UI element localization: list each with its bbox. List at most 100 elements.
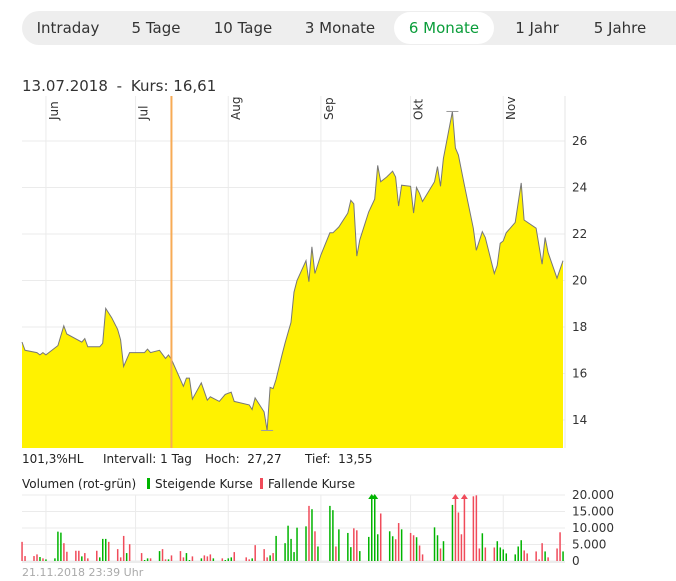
volume-bar — [96, 550, 98, 561]
volume-overflow-arrow-icon — [451, 494, 459, 499]
volume-bar — [454, 495, 457, 561]
volume-bar — [314, 531, 316, 561]
volume-bar — [254, 545, 256, 561]
month-label: Sep — [322, 97, 336, 120]
tab-6-monate[interactable]: 6 Monate — [394, 12, 494, 44]
volume-bar — [562, 551, 564, 561]
volume-bar — [484, 547, 487, 561]
volume-bar — [107, 541, 110, 561]
volume-bar — [526, 553, 528, 561]
month-label: Jul — [137, 106, 151, 121]
volume-bar — [520, 540, 522, 561]
volume-bar — [451, 504, 454, 561]
volume-bar — [230, 557, 233, 561]
volume-bar — [24, 556, 26, 561]
volume-bar — [409, 532, 412, 561]
volume-bar — [433, 527, 436, 561]
legend-up: Steigende Kurse — [147, 477, 253, 491]
volume-bar — [502, 549, 505, 561]
volume-bar — [158, 551, 161, 561]
period-tab-bar: Intraday 5 Tage 10 Tage 3 Monate 6 Monat… — [22, 11, 676, 45]
volume-bar — [412, 535, 415, 561]
volume-bar — [311, 509, 313, 561]
tab-5-jahre[interactable]: 5 Jahre — [593, 19, 647, 37]
price-tick-label: 26 — [572, 134, 587, 148]
volume-bar — [347, 532, 349, 561]
timestamp: 21.11.2018 23:39 Uhr — [22, 566, 144, 579]
volume-bar — [457, 512, 460, 561]
volume-bar — [164, 559, 167, 561]
tab-3-monate[interactable]: 3 Monate — [304, 19, 376, 37]
month-label: Nov — [504, 97, 518, 120]
volume-bar — [472, 496, 475, 561]
volume-bar — [284, 543, 286, 561]
price-area — [22, 111, 563, 448]
volume-bar — [143, 560, 146, 561]
readout-kurs-label: Kurs: — [130, 77, 169, 95]
readout-date: 13.07.2018 — [22, 77, 108, 95]
volume-bar — [538, 559, 540, 561]
volume-bar — [212, 558, 215, 561]
tab-5-tage[interactable]: 5 Tage — [131, 19, 181, 37]
low-stat: Tief: 13,55 — [305, 452, 373, 466]
volume-bar — [203, 555, 206, 561]
hl-percent: 101,3%HL — [22, 452, 84, 466]
volume-bar — [359, 551, 361, 561]
volume-bar — [99, 557, 101, 561]
volume-bar — [439, 548, 442, 561]
volume-bar — [293, 552, 295, 561]
volume-bar — [496, 541, 499, 561]
volume-bar — [128, 544, 131, 561]
volume-bar — [350, 547, 352, 561]
month-label: Okt — [412, 99, 426, 120]
volume-bar — [224, 560, 227, 561]
volume-bar — [475, 495, 478, 561]
volume-bar — [517, 546, 519, 561]
volume-bar — [388, 531, 391, 561]
price-tick-label: 24 — [572, 181, 587, 195]
volume-bar — [397, 523, 400, 561]
volume-bar — [45, 559, 47, 561]
volume-bar — [493, 547, 496, 561]
volume-bar — [63, 543, 65, 561]
tab-1-jahr[interactable]: 1 Jahr — [515, 19, 559, 37]
tab-intraday[interactable]: Intraday — [36, 19, 100, 37]
volume-bar — [104, 538, 107, 561]
volume-bar — [54, 558, 56, 561]
volume-bar — [547, 557, 549, 561]
volume-bar — [221, 558, 224, 561]
volume-bar — [149, 558, 152, 561]
price-line — [21, 111, 564, 431]
volume-baseline — [22, 561, 565, 563]
volume-bar — [233, 552, 236, 561]
volume-bar — [275, 535, 277, 561]
high-stat: Hoch: 27,27 — [205, 452, 282, 466]
volume-bar — [329, 505, 331, 561]
low-value: 13,55 — [338, 452, 373, 466]
volume-bar — [81, 556, 83, 561]
interval-label: Intervall: 1 Tag — [103, 452, 192, 466]
volume-bar — [514, 554, 516, 561]
volume-bar — [227, 558, 230, 561]
tab-10-tage[interactable]: 10 Tage — [213, 19, 273, 37]
readout-separator: - — [116, 77, 123, 95]
volume-bar — [394, 539, 397, 561]
volume-tick-label: 5.000 — [572, 538, 606, 552]
volume-tick-label: 20.000 — [572, 488, 614, 502]
volume-bar — [170, 555, 173, 561]
volume-bar — [541, 543, 543, 561]
volume-bar — [308, 505, 310, 561]
volume-bar — [182, 557, 185, 561]
volume-bar — [245, 557, 247, 561]
volume-bar — [379, 513, 382, 561]
high-label: Hoch: — [205, 452, 240, 466]
volume-bar — [305, 526, 307, 561]
volume-bar — [66, 551, 68, 561]
volume-bar — [146, 558, 149, 561]
legend-down: Fallende Kurse — [260, 477, 355, 491]
volume-bar — [421, 554, 424, 561]
volume-bar — [119, 557, 122, 561]
volume-legend-title: Volumen (rot-grün) — [22, 477, 137, 491]
volume-bar — [418, 545, 421, 561]
